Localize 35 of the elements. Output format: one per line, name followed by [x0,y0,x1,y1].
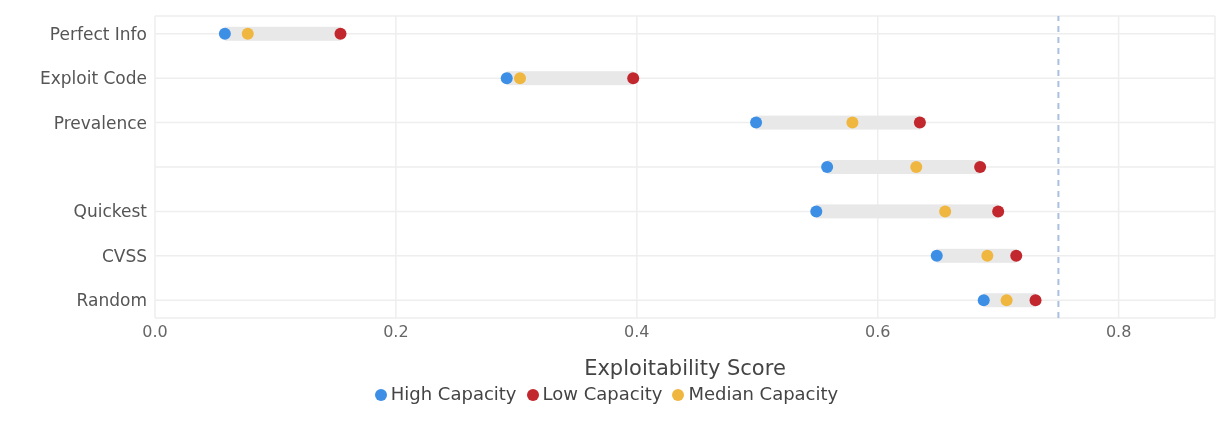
point [821,161,834,173]
x-tick-label: 0.8 [1105,322,1132,342]
y-tick-label: CVSS [101,245,147,266]
point [977,294,990,307]
point [513,72,526,85]
point [241,27,254,40]
point [810,205,823,218]
point [846,116,859,129]
point [981,249,994,262]
point [974,161,987,173]
point [218,27,231,40]
x-tick-label: 0.0 [142,322,168,342]
point [913,116,926,129]
point [939,205,952,218]
y-tick-label: Exploit Code [39,68,147,89]
point [500,72,513,85]
x-axis-title: Exploitability Score [584,356,786,380]
y-tick-label: Prevalence [53,112,147,133]
x-tick-label: 0.6 [865,322,891,342]
y-tick-label: Random [76,290,147,311]
point [627,72,640,85]
x-tick-label: 0.4 [624,322,650,342]
point [750,116,763,129]
y-tick-label: Quickest [73,201,148,222]
legend-label: Low Capacity [542,383,663,404]
legend-label: Median Capacity [688,383,839,404]
point [334,27,347,40]
point [992,205,1005,218]
y-tick-label: Perfect Info [49,23,147,44]
x-tick-label: 0.2 [383,322,409,342]
point [1010,249,1023,262]
point [910,161,923,173]
point [1029,294,1042,307]
point [930,249,943,262]
legend-label: High Capacity [390,383,517,404]
